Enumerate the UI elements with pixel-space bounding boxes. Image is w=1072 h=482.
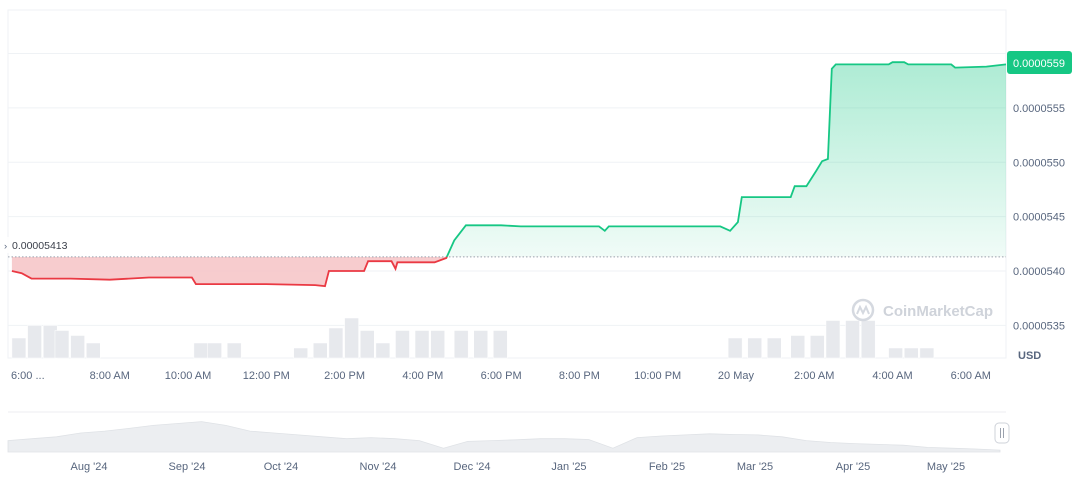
reference-price-value: 0.00005413 xyxy=(12,240,68,252)
x-tick-label: 12:00 PM xyxy=(243,370,290,382)
volume-bar xyxy=(226,342,242,359)
volume-bar xyxy=(207,342,222,359)
x-tick-label: 6:00 AM xyxy=(951,370,991,382)
y-tick-label: 0.0000550 xyxy=(1013,157,1065,169)
volume-bar xyxy=(888,347,903,359)
volume-bar xyxy=(395,330,410,359)
navigator-tick-label: Oct '24 xyxy=(264,461,299,473)
volume-bar xyxy=(825,320,841,359)
navigator-tick-label: Nov '24 xyxy=(360,461,397,473)
volume-bar xyxy=(473,330,488,359)
down-area-fill xyxy=(11,256,1006,287)
up-area-fill xyxy=(446,62,1006,257)
volume-bar xyxy=(313,342,328,359)
x-tick-label: 2:00 AM xyxy=(794,370,834,382)
volume-bar xyxy=(70,335,85,359)
currency-label: USD xyxy=(1018,350,1041,362)
price-line-up xyxy=(445,61,1007,257)
current-price-value: 0.0000559 xyxy=(1013,58,1065,70)
y-tick-label: 0.0000535 xyxy=(1013,320,1065,332)
x-tick-label: 8:00 PM xyxy=(559,370,600,382)
volume-bars xyxy=(11,317,935,359)
navigator-tick-label: Mar '25 xyxy=(737,461,773,473)
volume-bar xyxy=(86,342,101,359)
x-tick-label: 2:00 PM xyxy=(324,370,365,382)
y-axis: 0.0000535 0.0000540 0.0000545 0.0000550 0.00… xyxy=(1013,103,1065,333)
range-navigator[interactable] xyxy=(7,411,1006,453)
navigator-handle[interactable] xyxy=(994,422,1010,444)
volume-bar xyxy=(359,330,375,359)
x-tick-label: 10:00 PM xyxy=(634,370,681,382)
x-tick-label: 10:00 AM xyxy=(165,370,211,382)
volume-bar xyxy=(493,330,508,359)
volume-bar xyxy=(860,320,876,359)
navigator-axis: Aug '24 Sep '24 Oct '24 Nov '24 Dec '24 Jan '… xyxy=(71,461,966,473)
x-tick-label: 4:00 AM xyxy=(872,370,912,382)
x-tick-label: 6:00 PM xyxy=(481,370,522,382)
navigator-area xyxy=(7,421,1001,453)
navigator-tick-label: Jan '25 xyxy=(551,461,586,473)
volume-bar xyxy=(453,330,469,359)
y-tick-label: 0.0000555 xyxy=(1013,103,1065,115)
y-tick-label: 0.0000545 xyxy=(1013,212,1065,224)
y-tick-label: 0.0000540 xyxy=(1013,266,1065,278)
navigator-tick-label: Apr '25 xyxy=(836,461,871,473)
volume-bar xyxy=(727,337,743,359)
volume-bar xyxy=(810,335,825,359)
price-line-down xyxy=(11,256,448,288)
volume-bar xyxy=(54,330,70,359)
volume-bar xyxy=(11,337,27,359)
area-fills xyxy=(11,62,1006,287)
volume-bar xyxy=(414,330,430,359)
navigator-tick-label: Dec '24 xyxy=(454,461,491,473)
x-tick-label: 8:00 AM xyxy=(90,370,130,382)
navigator-tick-label: May '25 xyxy=(927,461,965,473)
volume-bar xyxy=(293,347,308,359)
volume-bar xyxy=(747,337,762,359)
volume-bar xyxy=(193,342,209,359)
x-tick-label: 20 May xyxy=(718,370,755,382)
navigator-tick-label: Aug '24 xyxy=(71,461,108,473)
volume-bar xyxy=(919,347,935,359)
coinmarketcap-logo-icon xyxy=(851,298,875,322)
x-tick-label: 6:00 ... xyxy=(11,370,45,382)
current-price-badge: 0.0000559 xyxy=(1007,51,1072,74)
watermark-text: CoinMarketCap xyxy=(883,303,993,320)
volume-bar xyxy=(430,330,445,359)
coinmarketcap-watermark: CoinMarketCap xyxy=(851,298,993,322)
x-tick-label: 4:00 PM xyxy=(402,370,443,382)
reference-price-label: › 0.00005413 xyxy=(2,237,82,253)
volume-bar xyxy=(27,325,42,359)
volume-bar xyxy=(375,342,391,359)
navigator-tick-label: Feb '25 xyxy=(649,461,685,473)
volume-bar xyxy=(845,320,860,359)
volume-bar xyxy=(903,347,919,359)
navigator-tick-label: Sep '24 xyxy=(169,461,206,473)
volume-bar xyxy=(328,327,344,359)
volume-bar xyxy=(344,317,359,359)
volume-bar xyxy=(767,337,782,359)
svg-text:›: › xyxy=(4,241,7,252)
x-axis: 6:00 ... 8:00 AM 10:00 AM 12:00 PM 2:00 PM 4:… xyxy=(11,370,991,382)
volume-bar xyxy=(790,335,805,359)
price-lines xyxy=(11,61,1007,288)
